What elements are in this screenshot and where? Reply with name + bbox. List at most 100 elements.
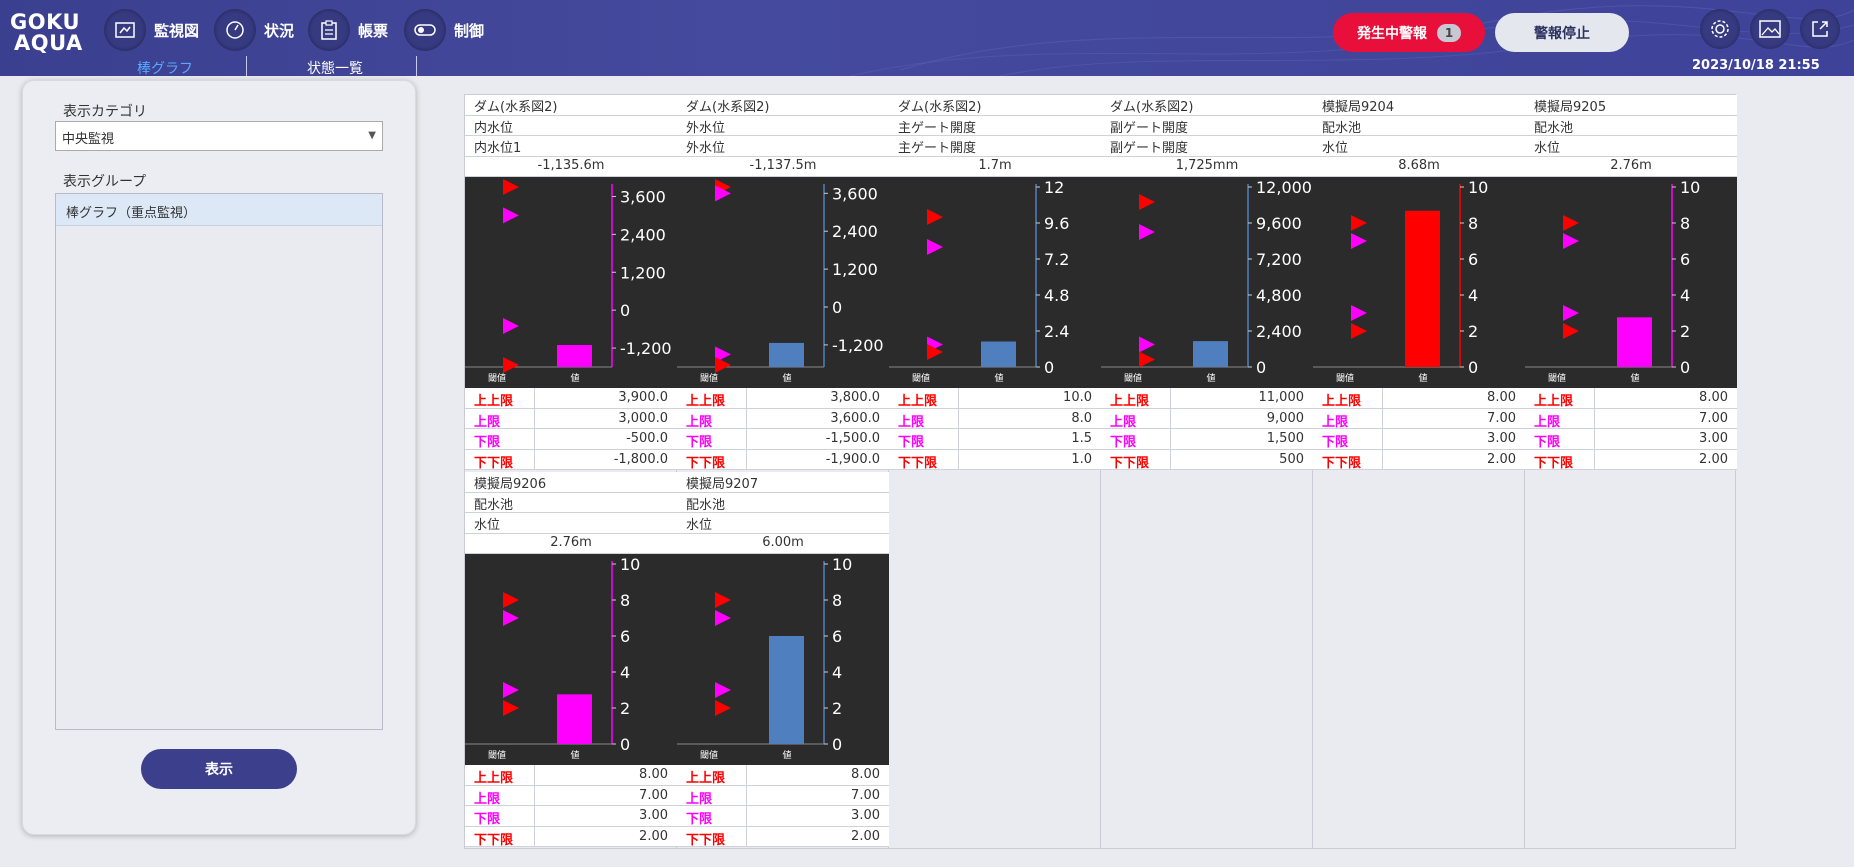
facility-name: 副ゲート開度	[1101, 116, 1313, 136]
threshold-marker-2	[1351, 233, 1367, 249]
threshold-marker-2	[503, 207, 519, 224]
nav-control[interactable]: 制御	[404, 8, 484, 52]
top-bar: GOKU AQUA 監視図 状況 帳票 制御 棒グラフ 状態一覧 発生中警報 1…	[0, 0, 1854, 76]
active-alarms-button[interactable]: 発生中警報 1	[1333, 13, 1485, 52]
facility-name: 外水位	[677, 116, 889, 136]
limit-label: 上限	[1101, 408, 1171, 430]
nav-status[interactable]: 状況	[214, 8, 294, 52]
threshold-marker-2	[715, 185, 731, 202]
show-button[interactable]: 表示	[141, 749, 297, 789]
current-value: 2.76m	[465, 534, 677, 554]
limit-row: 上上限 8.00	[465, 765, 677, 786]
y-tick-label: 6	[832, 627, 842, 646]
station-name: ダム(水系図2)	[889, 95, 1101, 116]
measurement-name: 外水位	[677, 136, 889, 157]
y-tick-label: 2.4	[1044, 322, 1069, 341]
y-tick-label: 2,400	[1256, 322, 1302, 341]
limit-row: 上上限 8.00	[1313, 388, 1525, 409]
limit-label: 上上限	[1313, 388, 1383, 409]
measurement-name: 水位	[677, 513, 889, 534]
limit-value: 8.00	[639, 767, 668, 782]
toggle-control-icon	[404, 9, 446, 51]
tab-divider	[246, 56, 247, 76]
bar-graph-grid: ダム(水系図2) 内水位 内水位1 -1,135.6m 3,600 2,400 1,200 0…	[464, 94, 1737, 849]
limit-value: 3,000.0	[618, 410, 668, 426]
tab-bar-graph[interactable]: 棒グラフ	[137, 61, 193, 76]
x-label-threshold: 閾値	[700, 372, 718, 384]
y-tick-label: 2,400	[620, 225, 666, 244]
limit-value: 3,900.0	[618, 390, 668, 405]
limit-label: 上限	[677, 785, 747, 807]
station-name: 模擬局9204	[1313, 95, 1525, 116]
value-bar	[1193, 341, 1228, 367]
limit-label: 下限	[677, 806, 747, 827]
category-select[interactable]: 中央監視 ▼	[55, 121, 383, 151]
limit-value: 3.00	[1487, 431, 1516, 446]
y-tick-label: 8	[832, 591, 842, 610]
y-tick-label: 1,200	[620, 263, 666, 282]
threshold-marker-2	[927, 239, 943, 255]
limit-value: 8.00	[1699, 390, 1728, 405]
tab-status-list[interactable]: 状態一覧	[307, 61, 363, 76]
current-datetime: 2023/10/18 21:55	[1692, 58, 1820, 73]
y-tick-label: 10	[1680, 178, 1700, 197]
limit-row: 下下限 2.00	[1313, 449, 1525, 471]
x-label-value: 値	[1418, 372, 1427, 384]
limit-value: 2.00	[851, 828, 880, 844]
y-tick-label: 8	[620, 591, 630, 610]
y-tick-label: 3,600	[620, 187, 666, 206]
y-tick-label: 0	[1256, 358, 1266, 377]
limit-row: 上上限 3,900.0	[465, 388, 677, 409]
limit-label: 上上限	[1525, 388, 1595, 409]
y-tick-label: 10	[832, 555, 852, 574]
threshold-marker-4	[1139, 351, 1155, 368]
facility-name: 主ゲート開度	[889, 116, 1101, 136]
limit-row: 下下限 2.00	[1525, 449, 1737, 471]
monitor-map-icon	[104, 9, 146, 51]
y-tick-label: 2	[620, 699, 630, 718]
station-name: ダム(水系図2)	[1101, 95, 1313, 116]
limit-label: 下下限	[889, 449, 959, 471]
limit-value: 7.00	[1487, 410, 1516, 426]
limit-row: 下限 3.00	[677, 806, 889, 827]
x-label-value: 値	[1630, 372, 1639, 384]
threshold-marker-3	[503, 317, 519, 334]
goku-aqua-logo: GOKU AQUA	[10, 12, 82, 64]
limit-value: -1,800.0	[613, 451, 668, 467]
column-divider	[1524, 95, 1525, 848]
limit-row: 下下限 1.0	[889, 449, 1101, 471]
group-list-item[interactable]: 棒グラフ（重点監視）	[56, 194, 382, 226]
y-tick-label: 4,800	[1256, 286, 1302, 305]
external-link-icon[interactable]	[1800, 9, 1840, 49]
current-value: 1,725mm	[1101, 157, 1313, 177]
limit-label: 上上限	[1101, 388, 1171, 409]
limit-value: 3.00	[639, 808, 668, 823]
threshold-marker-1	[503, 592, 519, 608]
limit-value: 3.00	[851, 808, 880, 823]
nav-monitor-map[interactable]: 監視図	[104, 8, 199, 52]
nav-reports-label: 帳票	[358, 21, 389, 40]
threshold-marker-2	[1563, 233, 1579, 249]
group-list[interactable]: 棒グラフ（重点監視）	[55, 193, 383, 730]
limit-label: 上上限	[465, 765, 535, 786]
y-tick-label: 1,200	[832, 260, 878, 279]
station-name: ダム(水系図2)	[465, 95, 677, 116]
stop-alarm-button[interactable]: 警報停止	[1495, 13, 1629, 52]
image-gallery-icon[interactable]	[1750, 9, 1790, 49]
value-bar	[557, 694, 592, 744]
settings-gear-icon[interactable]	[1700, 9, 1740, 49]
current-value: 6.00m	[677, 534, 889, 554]
threshold-marker-4	[503, 700, 519, 716]
limit-row: 下限 1,500	[1101, 429, 1313, 450]
threshold-marker-2	[1139, 224, 1155, 240]
limit-value: 10.0	[1063, 390, 1092, 405]
nav-reports[interactable]: 帳票	[308, 8, 388, 52]
nav-status-label: 状況	[264, 21, 295, 40]
y-tick-label: 0	[1468, 358, 1478, 377]
bar-graph-panel: 模擬局9205 配水池 水位 2.76m 10 8 6 4 2 0 閾値 値上上限 8.00 上限 7.00…	[1525, 95, 1737, 471]
measurement-name: 水位	[465, 513, 677, 534]
current-value: 1.7m	[889, 157, 1101, 177]
limit-label: 下限	[677, 429, 747, 450]
measurement-name: 水位	[1525, 136, 1737, 157]
x-label-value: 値	[570, 372, 579, 384]
